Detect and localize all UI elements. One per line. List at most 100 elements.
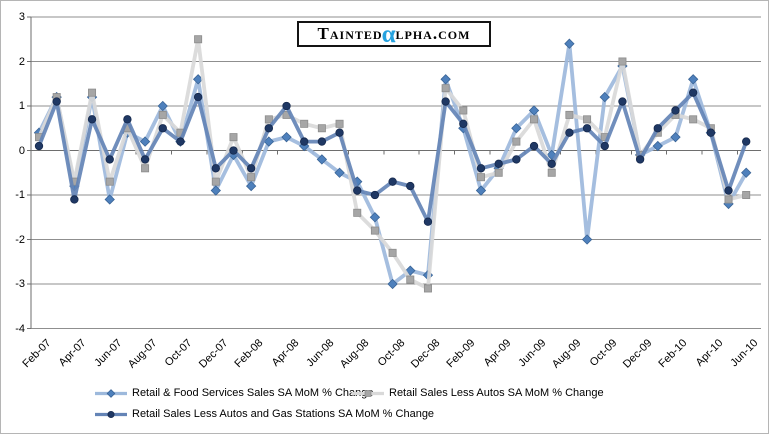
- marker-diamond: [281, 131, 292, 143]
- marker-circle: [529, 141, 539, 151]
- marker-circle: [34, 141, 44, 151]
- marker-circle: [494, 159, 503, 169]
- marker-diamond: [316, 154, 328, 165]
- marker-diamond: [106, 388, 116, 398]
- marker-circle: [635, 155, 645, 164]
- marker-square: [300, 119, 309, 128]
- y-axis-tick-label: -1: [15, 189, 25, 201]
- marker-square: [689, 115, 698, 124]
- marker-circle: [476, 164, 486, 173]
- marker-circle: [618, 97, 627, 106]
- marker-diamond: [528, 105, 540, 116]
- marker-circle: [370, 190, 380, 200]
- legend-item-retail-food-services: Retail & Food Services Sales SA MoM % Ch…: [94, 386, 374, 400]
- marker-diamond: [263, 136, 275, 147]
- marker-circle: [459, 119, 468, 128]
- marker-square: [353, 208, 362, 217]
- marker-circle: [406, 181, 415, 191]
- legend-label: Retail & Food Services Sales SA MoM % Ch…: [132, 387, 374, 399]
- marker-square: [494, 168, 503, 177]
- marker-diamond: [741, 167, 752, 178]
- marker-circle: [193, 92, 203, 102]
- marker-circle: [107, 410, 115, 418]
- marker-square: [530, 115, 539, 124]
- legend-item-less-autos-gas: Retail Sales Less Autos and Gas Stations…: [94, 407, 434, 421]
- marker-circle: [600, 141, 609, 151]
- marker-square: [477, 173, 485, 182]
- marker-square: [194, 35, 203, 44]
- marker-circle: [87, 115, 97, 124]
- logo-box: Tainted α lpha.com: [297, 21, 491, 47]
- marker-circle: [688, 88, 698, 97]
- marker-square: [364, 389, 372, 397]
- marker-square: [724, 195, 733, 204]
- y-axis-tick-label: 3: [18, 11, 25, 23]
- y-axis-tick-label: 1: [18, 100, 25, 112]
- marker-square: [459, 106, 468, 115]
- marker-square: [247, 173, 256, 182]
- marker-circle: [140, 155, 150, 164]
- marker-square: [406, 275, 415, 284]
- marker-square: [317, 124, 326, 133]
- marker-diamond: [104, 194, 115, 205]
- marker-square: [105, 177, 114, 186]
- marker-circle: [282, 101, 291, 111]
- marker-diamond: [139, 136, 151, 147]
- marker-square: [158, 110, 167, 119]
- marker-circle: [52, 97, 61, 106]
- marker-circle: [70, 195, 79, 204]
- marker-circle: [547, 159, 556, 169]
- marker-circle: [441, 97, 450, 106]
- marker-diamond: [546, 149, 557, 161]
- marker-square: [88, 88, 97, 97]
- marker-circle: [582, 124, 592, 133]
- marker-diamond: [369, 212, 381, 223]
- y-axis-tick-label: 2: [18, 55, 25, 68]
- marker-square: [512, 137, 521, 146]
- y-axis-tick-label: 0: [18, 144, 25, 157]
- marker-diamond: [687, 74, 699, 85]
- marker-circle: [724, 186, 733, 195]
- marker-diamond: [475, 185, 487, 196]
- marker-circle: [706, 128, 716, 137]
- marker-circle: [512, 155, 521, 164]
- marker-square: [441, 84, 450, 93]
- marker-square: [742, 191, 751, 199]
- y-axis-tick-label: -4: [15, 322, 25, 335]
- marker-square: [388, 248, 397, 257]
- logo-text-suffix: lpha.com: [395, 24, 471, 43]
- marker-circle: [317, 137, 327, 146]
- marker-diamond: [157, 100, 168, 112]
- marker-circle: [300, 137, 309, 146]
- marker-square: [583, 115, 592, 124]
- marker-circle: [264, 124, 274, 133]
- marker-circle: [229, 146, 238, 155]
- alpha-glyph: α: [381, 21, 397, 48]
- marker-circle: [211, 164, 220, 173]
- marker-diamond: [599, 91, 610, 103]
- logo-text-prefix: Tainted: [317, 24, 383, 43]
- marker-circle: [176, 137, 185, 146]
- marker-circle: [158, 124, 167, 133]
- marker-circle: [335, 128, 344, 137]
- marker-square: [547, 168, 556, 177]
- marker-diamond: [245, 180, 257, 192]
- marker-square: [264, 115, 273, 124]
- marker-diamond: [511, 123, 522, 134]
- marker-square: [335, 119, 344, 128]
- marker-circle: [565, 128, 574, 137]
- legend-label: Retail Sales Less Autos and Gas Stations…: [132, 408, 435, 420]
- marker-diamond: [652, 140, 663, 152]
- legend-marker-square: [352, 389, 384, 397]
- marker-diamond: [334, 167, 345, 178]
- marker-circle: [388, 177, 397, 186]
- marker-square: [141, 164, 150, 173]
- marker-square: [618, 57, 627, 66]
- marker-diamond: [564, 38, 575, 49]
- marker-circle: [353, 186, 362, 195]
- marker-circle: [423, 217, 433, 226]
- legend-marker-circle: [95, 410, 127, 418]
- y-axis-tick-label: -2: [15, 233, 25, 246]
